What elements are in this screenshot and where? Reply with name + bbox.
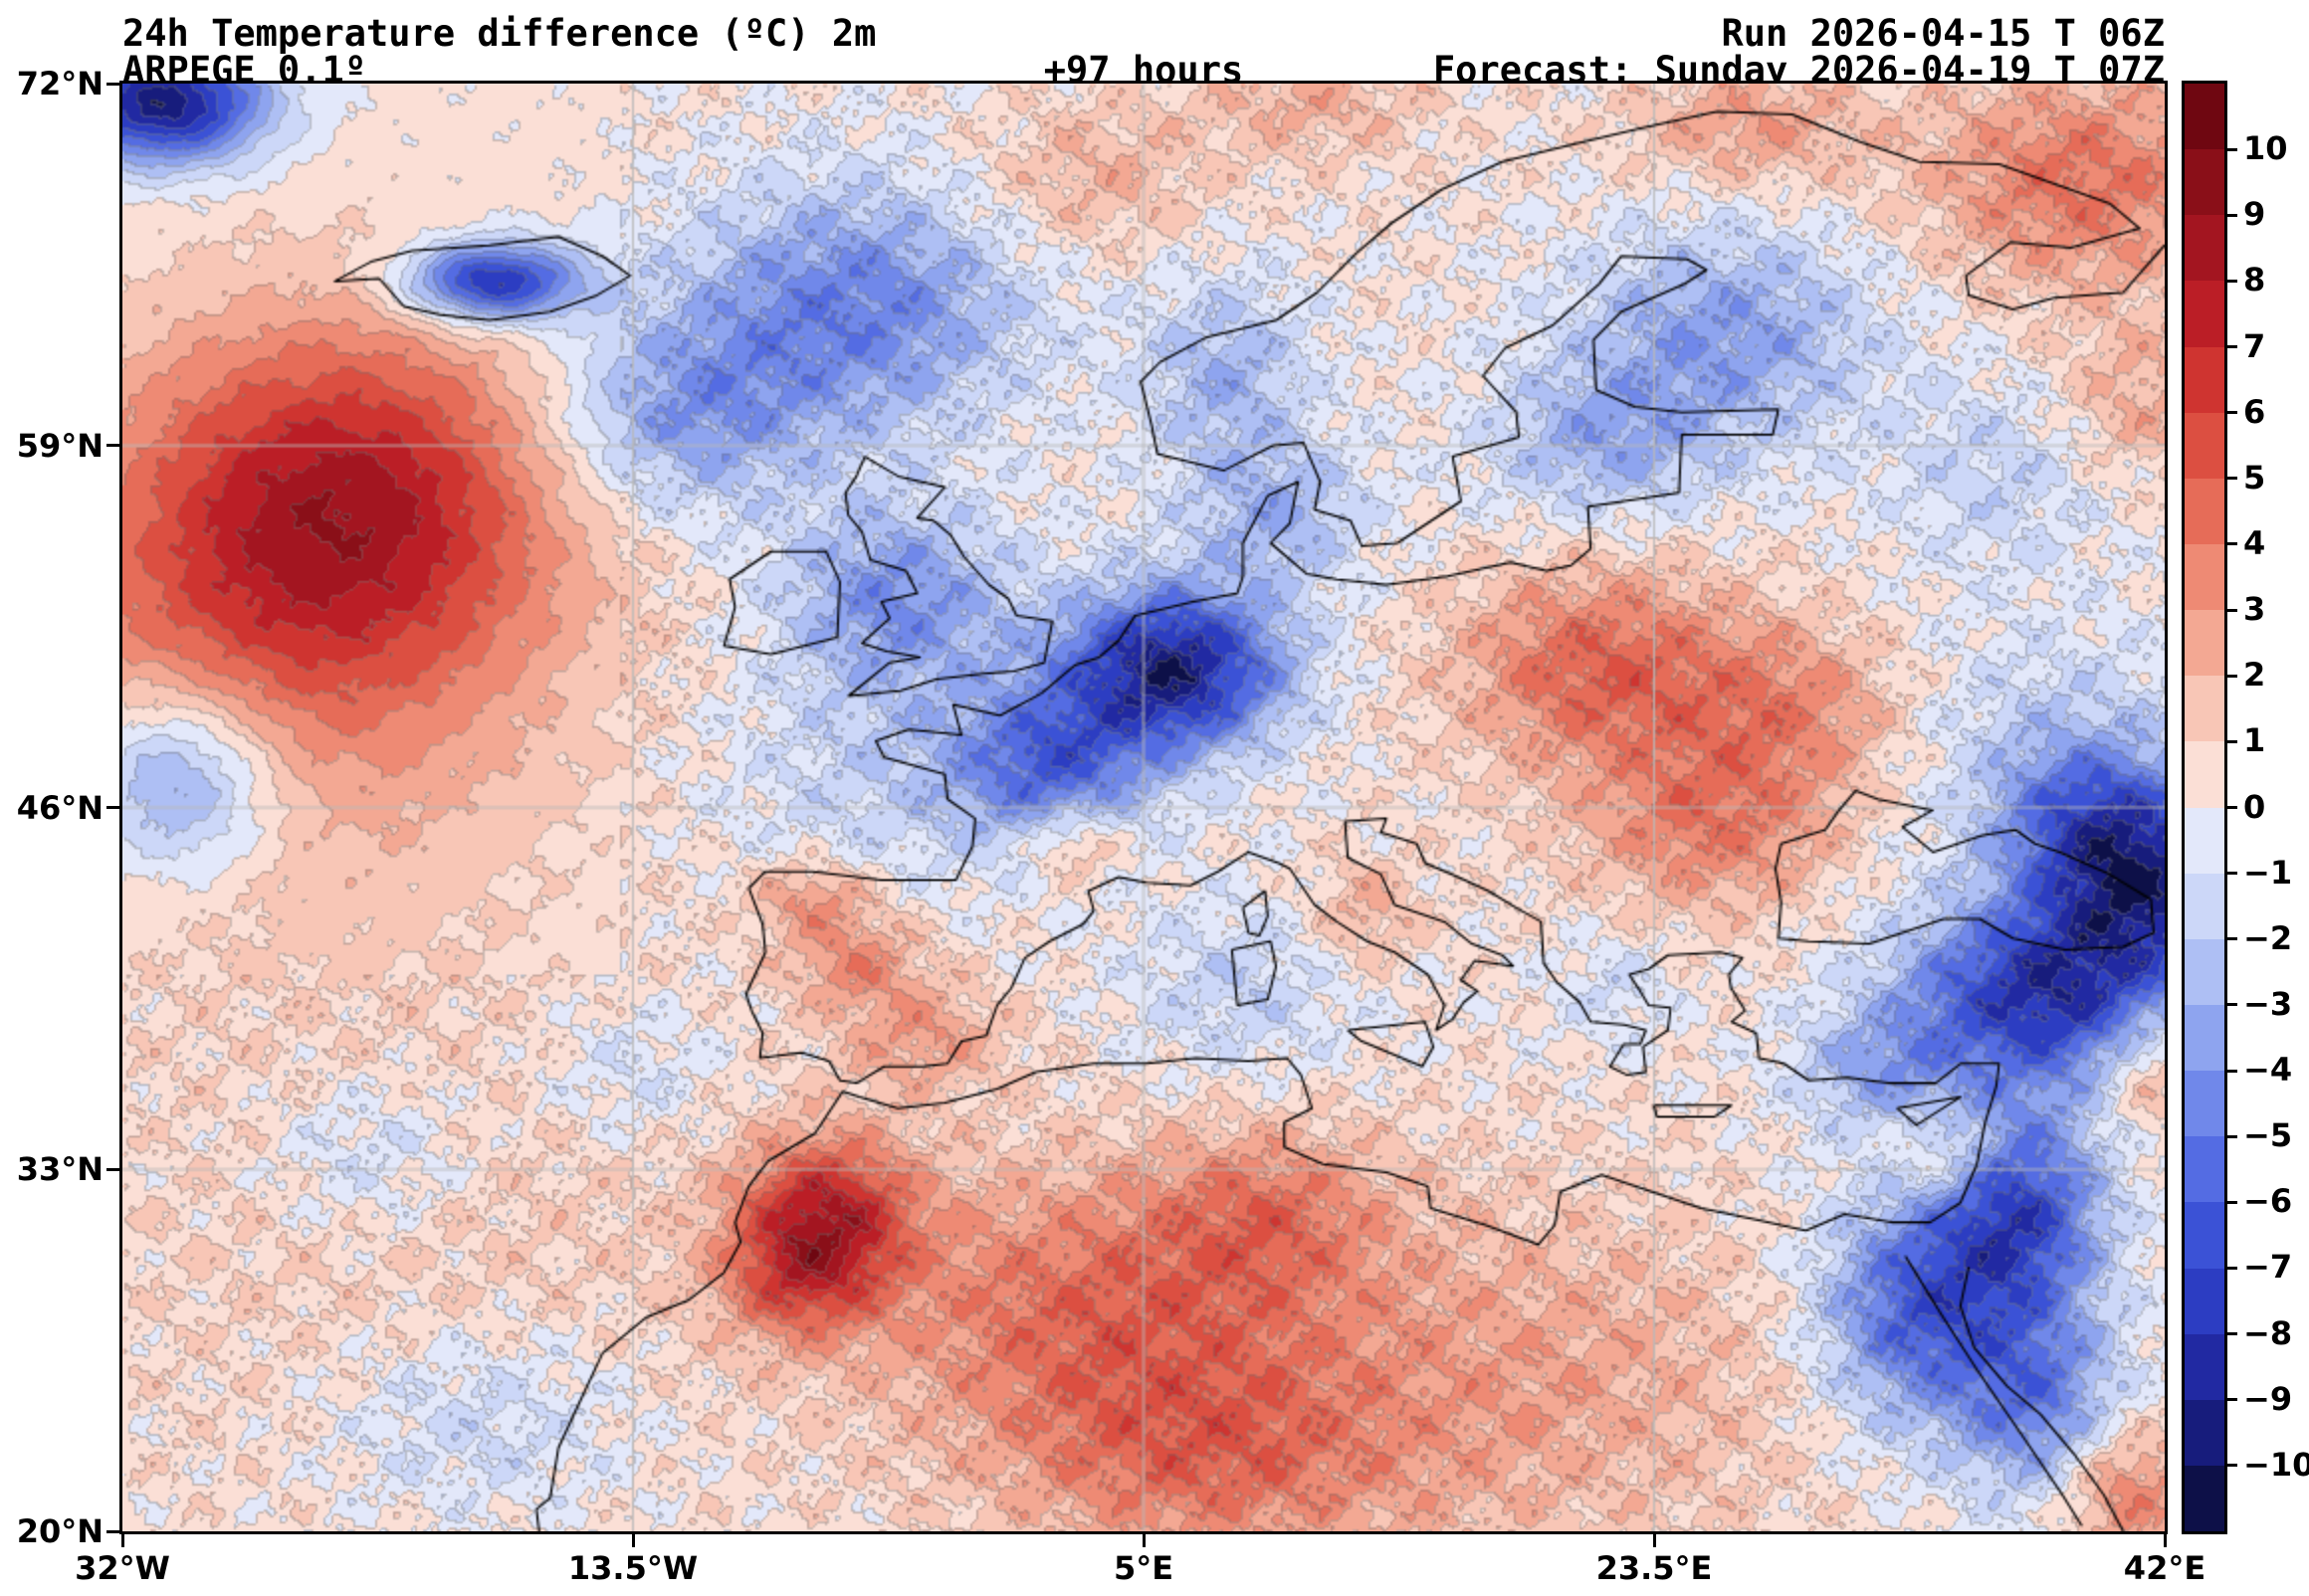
colorbar-band — [2185, 807, 2224, 874]
x-tick-label: 32°W — [75, 1549, 170, 1587]
colorbar-tick-label: 6 — [2243, 392, 2266, 431]
colorbar-band — [2185, 1136, 2224, 1203]
colorbar-tick-mark — [2227, 213, 2237, 217]
y-tick-mark — [106, 806, 119, 809]
map-canvas — [122, 84, 2165, 1531]
colorbar-tick-mark — [2227, 1332, 2237, 1336]
x-tick-mark — [631, 1534, 635, 1547]
x-tick-label: 13.5°W — [567, 1549, 699, 1587]
colorbar-tick-mark — [2227, 1003, 2237, 1007]
colorbar-tick-label: −7 — [2243, 1248, 2293, 1287]
colorbar-band — [2185, 478, 2224, 544]
y-tick-mark — [106, 444, 119, 448]
colorbar-band — [2185, 543, 2224, 611]
colorbar-tick-label: −8 — [2243, 1313, 2293, 1352]
run-label: Run 2026-04-15 T 06Z — [1721, 12, 2165, 55]
colorbar-tick-mark — [2227, 1464, 2237, 1468]
colorbar — [2182, 81, 2227, 1534]
colorbar-tick-label: 4 — [2243, 523, 2266, 562]
colorbar-tick-mark — [2227, 411, 2237, 415]
colorbar-tick-label: 5 — [2243, 458, 2266, 497]
map-area — [119, 81, 2168, 1534]
colorbar-tick-label: 9 — [2243, 195, 2266, 234]
colorbar-tick-mark — [2227, 1134, 2237, 1138]
colorbar-band — [2185, 676, 2224, 742]
colorbar-tick-label: 8 — [2243, 261, 2266, 299]
colorbar-band — [2185, 938, 2224, 1005]
colorbar-tick-label: −6 — [2243, 1182, 2293, 1221]
colorbar-tick-mark — [2227, 147, 2237, 151]
colorbar-tick-label: −2 — [2243, 918, 2293, 957]
colorbar-band — [2185, 1333, 2224, 1400]
colorbar-tick-mark — [2227, 1266, 2237, 1270]
colorbar-tick-mark — [2227, 937, 2237, 941]
colorbar-band — [2185, 1268, 2224, 1334]
colorbar-tick-mark — [2227, 477, 2237, 481]
y-tick-label: 46°N — [16, 788, 104, 827]
colorbar-tick-label: −1 — [2243, 853, 2293, 892]
x-tick-label: 23.5°E — [1595, 1549, 1713, 1587]
colorbar-tick-mark — [2227, 279, 2237, 283]
figure-title: 24h Temperature difference (ºC) 2m — [122, 12, 877, 55]
x-tick-mark — [1142, 1534, 1146, 1547]
colorbar-band — [2185, 346, 2224, 413]
y-tick-label: 33°N — [16, 1150, 104, 1189]
colorbar-band — [2185, 215, 2224, 282]
colorbar-tick-mark — [2227, 674, 2237, 678]
y-tick-mark — [106, 82, 119, 86]
y-tick-mark — [106, 1529, 119, 1533]
colorbar-band — [2185, 149, 2224, 216]
colorbar-band — [2185, 1399, 2224, 1466]
colorbar-band — [2185, 873, 2224, 939]
colorbar-tick-label: −9 — [2243, 1379, 2293, 1418]
colorbar-tick-mark — [2227, 345, 2237, 349]
colorbar-band — [2185, 412, 2224, 479]
colorbar-band — [2185, 1465, 2224, 1532]
colorbar-tick-mark — [2227, 806, 2237, 809]
colorbar-tick-label: 2 — [2243, 656, 2266, 695]
colorbar-band — [2185, 610, 2224, 677]
x-tick-mark — [2163, 1534, 2167, 1547]
colorbar-tick-mark — [2227, 739, 2237, 743]
colorbar-tick-label: −4 — [2243, 1051, 2293, 1090]
y-tick-label: 20°N — [16, 1512, 104, 1550]
colorbar-tick-label: 3 — [2243, 590, 2266, 629]
colorbar-tick-label: 0 — [2243, 787, 2266, 826]
colorbar-tick-mark — [2227, 542, 2237, 546]
colorbar-tick-label: −5 — [2243, 1116, 2293, 1155]
y-tick-label: 72°N — [16, 65, 104, 102]
colorbar-band — [2185, 1004, 2224, 1072]
colorbar-tick-mark — [2227, 1200, 2237, 1204]
colorbar-tick-mark — [2227, 872, 2237, 876]
colorbar-tick-label: −3 — [2243, 984, 2293, 1023]
colorbar-band — [2185, 281, 2224, 347]
colorbar-tick-label: 1 — [2243, 721, 2266, 760]
colorbar-band — [2185, 84, 2224, 150]
colorbar-tick-mark — [2227, 1398, 2237, 1402]
x-tick-label: 5°E — [1113, 1549, 1174, 1587]
colorbar-band — [2185, 741, 2224, 808]
y-tick-mark — [106, 1167, 119, 1171]
colorbar-tick-mark — [2227, 608, 2237, 612]
colorbar-band — [2185, 1202, 2224, 1269]
colorbar-tick-label: −10 — [2243, 1445, 2309, 1484]
y-tick-label: 59°N — [16, 426, 104, 465]
x-tick-label: 42°E — [2123, 1549, 2206, 1587]
x-tick-mark — [1652, 1534, 1656, 1547]
colorbar-tick-label: 10 — [2243, 129, 2288, 168]
colorbar-tick-mark — [2227, 1069, 2237, 1073]
colorbar-tick-label: 7 — [2243, 326, 2266, 365]
colorbar-band — [2185, 1071, 2224, 1137]
x-tick-mark — [120, 1534, 124, 1547]
